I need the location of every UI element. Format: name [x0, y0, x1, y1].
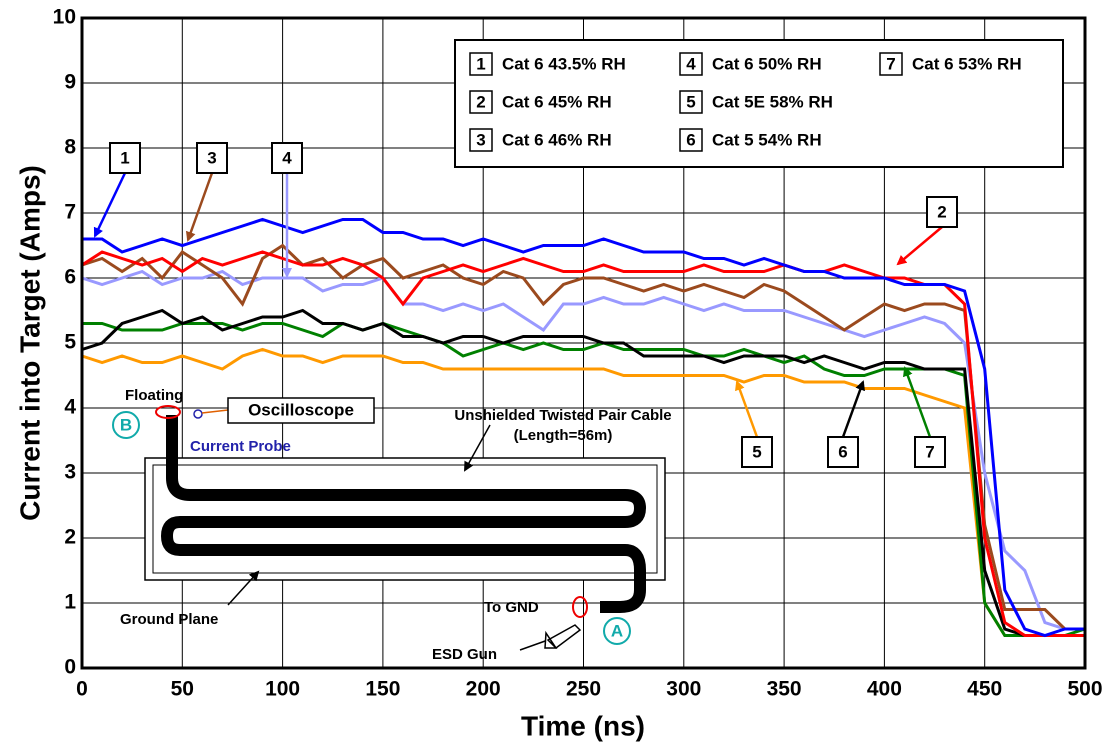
y-tick-label: 10 — [53, 6, 76, 29]
x-tick-label: 50 — [171, 678, 194, 701]
series-line — [81, 243, 1085, 631]
callout-label: 6 — [838, 442, 847, 461]
y-tick-label: 1 — [64, 591, 76, 614]
y-tick-label: 4 — [64, 396, 76, 419]
legend-label: Cat 6 43.5% RH — [502, 54, 626, 73]
inset-label: Unshielded Twisted Pair Cable — [454, 407, 671, 424]
x-axis-label: Time (ns) — [521, 710, 645, 741]
callout-box — [196, 142, 228, 174]
inset-label: Oscilloscope — [248, 400, 354, 419]
series-line — [81, 308, 1085, 637]
series-line — [82, 217, 1085, 638]
series-line — [81, 250, 1085, 637]
oscilloscope-box — [227, 397, 375, 424]
series-line — [81, 347, 1085, 637]
series-line — [82, 321, 1086, 637]
cable — [160, 415, 647, 613]
y-tick-label: 3 — [64, 461, 76, 484]
legend-label: Cat 5 54% RH — [712, 130, 822, 149]
callout-label: 7 — [925, 442, 934, 461]
inset-label: Current Probe — [190, 438, 291, 455]
x-tick-label: 250 — [566, 678, 601, 701]
gnd-marker — [572, 596, 588, 618]
legend-label: Cat 5E 58% RH — [712, 92, 833, 111]
callout-box — [827, 436, 859, 468]
callout-box — [914, 436, 946, 468]
callout-label: 4 — [282, 148, 292, 167]
legend-label: Cat 6 50% RH — [712, 54, 822, 73]
legend-key-box — [679, 52, 703, 76]
legend-box — [454, 39, 1064, 168]
cable-arrow — [464, 424, 491, 472]
legend-key-box — [469, 52, 493, 76]
x-tick-label: 0 — [76, 678, 88, 701]
legend-key: 5 — [686, 92, 695, 111]
legend-key: 1 — [476, 54, 485, 73]
inset-label: To GND — [484, 599, 539, 616]
legend-key-box — [469, 128, 493, 152]
callout-arrow — [735, 380, 759, 438]
y-tick-label: 6 — [64, 266, 76, 289]
legend-key: 4 — [686, 54, 696, 73]
legend-key: 7 — [886, 54, 895, 73]
floating-marker — [155, 405, 181, 419]
callout-arrow — [185, 172, 214, 242]
callout-arrow — [903, 366, 932, 438]
x-tick-label: 500 — [1067, 678, 1102, 701]
callout-arrow — [841, 380, 865, 438]
inset-label: ESD Gun — [432, 646, 497, 663]
y-tick-label: 2 — [64, 526, 76, 549]
legend-key: 2 — [476, 92, 485, 111]
plane-arrow — [227, 570, 260, 606]
probe — [193, 409, 203, 419]
legend-key-box — [679, 90, 703, 114]
legend-label: Cat 6 46% RH — [502, 130, 612, 149]
y-tick-label: 8 — [64, 136, 76, 159]
esd-gun — [544, 624, 582, 649]
point-b-circle — [112, 411, 140, 439]
y-axis-label: Current into Target (Amps) — [14, 165, 45, 521]
y-tick-label: 9 — [64, 71, 76, 94]
legend-key-box — [879, 52, 903, 76]
inset-label: (Length=56m) — [514, 427, 613, 444]
inset-label: B — [120, 415, 132, 434]
callout-label: 5 — [752, 442, 761, 461]
callout-box — [926, 196, 958, 228]
callout-box — [109, 142, 141, 174]
legend-key: 6 — [686, 130, 695, 149]
x-tick-label: 350 — [767, 678, 802, 701]
gun-line — [519, 639, 549, 651]
callout-box — [741, 436, 773, 468]
callout-label: 1 — [120, 148, 129, 167]
inset-label: A — [611, 621, 623, 640]
legend-key-box — [469, 90, 493, 114]
callout-label: 3 — [207, 148, 216, 167]
x-tick-label: 150 — [365, 678, 400, 701]
legend-key: 3 — [476, 130, 485, 149]
x-tick-label: 300 — [666, 678, 701, 701]
plot-frame — [80, 16, 1087, 670]
x-tick-label: 100 — [265, 678, 300, 701]
inset-diagram: Floating Oscilloscope Current Probe B Un… — [112, 387, 672, 663]
y-tick-label: 7 — [64, 201, 76, 224]
callout-arrow — [896, 226, 943, 266]
x-tick-label: 450 — [967, 678, 1002, 701]
callout-box — [271, 142, 303, 174]
series-line — [81, 269, 1085, 631]
legend-label: Cat 6 53% RH — [912, 54, 1022, 73]
point-a-circle — [603, 617, 631, 645]
y-tick-label: 5 — [64, 331, 76, 354]
callout-arrow — [93, 172, 127, 238]
y-tick-label: 0 — [64, 656, 76, 679]
inset-label: Ground Plane — [120, 611, 218, 628]
ground-plane-edge — [152, 464, 658, 574]
callout-label: 2 — [937, 202, 946, 221]
x-tick-label: 400 — [867, 678, 902, 701]
legend-key-box — [679, 128, 703, 152]
inset-label: Floating — [125, 387, 183, 404]
x-tick-label: 200 — [466, 678, 501, 701]
probe-wire — [201, 409, 229, 414]
legend-label: Cat 6 45% RH — [502, 92, 612, 111]
